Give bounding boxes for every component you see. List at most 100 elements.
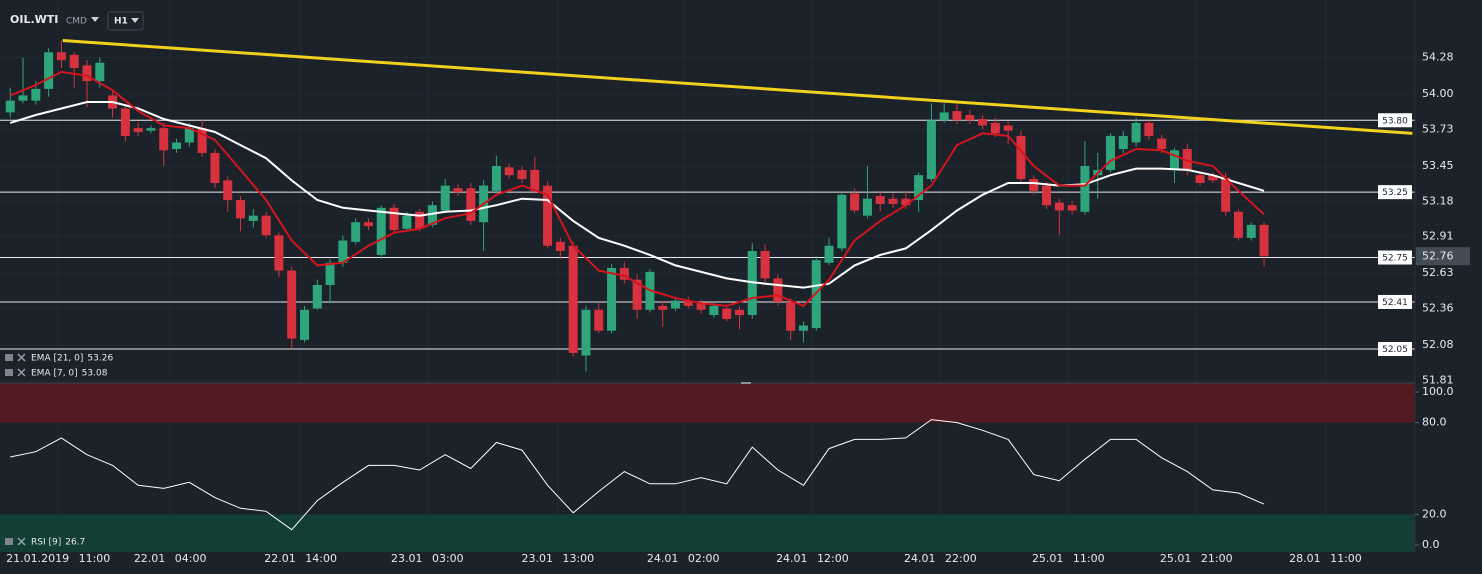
rsi-tick-label: 20.0 (1422, 507, 1447, 520)
y-tick-label: 52.36 (1422, 301, 1454, 314)
candle-body (530, 169, 540, 191)
level-label-box (1378, 250, 1412, 265)
candle-body (389, 207, 399, 231)
candle-body (1106, 135, 1116, 170)
candle-body (1016, 135, 1026, 180)
candle-body (683, 300, 693, 306)
x-tick-label: 24.01 22:00 (904, 552, 977, 565)
y-tick-label: 53.45 (1422, 159, 1454, 172)
y-tick-label: 52.91 (1422, 230, 1454, 243)
candle-body (504, 167, 514, 176)
candle-body (299, 309, 309, 340)
candle-body (837, 194, 847, 249)
level-label-box (1378, 185, 1412, 200)
candle-body (453, 188, 463, 193)
candle-body (363, 222, 373, 227)
candle-body (261, 215, 271, 236)
candle-body (466, 188, 476, 221)
legend-close[interactable] (17, 537, 26, 546)
level-label: 53.80 (1382, 116, 1408, 126)
y-tick-label: 53.18 (1422, 194, 1454, 207)
x-tick-label: 28.01 11:00 (1289, 552, 1362, 565)
candle-body (1169, 150, 1179, 170)
candle-body (210, 152, 220, 184)
candle-body (1067, 205, 1077, 211)
level-label: 52.75 (1382, 254, 1408, 264)
x-tick-label: 24.01 12:00 (776, 552, 849, 565)
candle-body (69, 54, 79, 68)
candle-body (543, 185, 553, 246)
candle-body (491, 166, 501, 191)
legend-close[interactable] (17, 353, 26, 362)
candle-body (632, 279, 642, 310)
candle-body (696, 303, 706, 310)
rsi-tick-label: 0.0 (1422, 538, 1440, 551)
current-price-label: 52.76 (1422, 250, 1454, 263)
timeframe-box[interactable] (107, 11, 144, 31)
candle-body (607, 267, 617, 331)
candle-body (1080, 166, 1090, 212)
candle-body (1144, 122, 1154, 136)
legend-icon[interactable] (5, 369, 13, 376)
candle-body (786, 301, 796, 331)
candle-body (427, 205, 437, 225)
instrument-kind[interactable]: CMD (66, 17, 87, 27)
y-tick-label: 54.00 (1422, 87, 1454, 100)
candle-body (1003, 125, 1013, 131)
candle-body (594, 309, 604, 331)
candle-body (722, 308, 732, 319)
candle-body (926, 120, 936, 180)
candle-body (440, 185, 450, 211)
candle-body (236, 199, 246, 219)
current-price-box (1416, 247, 1470, 266)
level-label-box (1378, 294, 1412, 309)
panel-resize-handle[interactable] (741, 382, 751, 384)
candle-body (1118, 135, 1128, 150)
dropdown-arrow[interactable] (91, 17, 99, 22)
timeframe[interactable]: H1 (114, 17, 128, 27)
candle-body (888, 198, 898, 204)
legend-close[interactable] (17, 368, 26, 377)
indicator-name: EMA [21, 0] (31, 354, 83, 364)
candle-body (402, 215, 412, 229)
candle-body (555, 241, 565, 251)
candle-body (952, 111, 962, 121)
legend-icon[interactable] (5, 354, 13, 361)
candle-body (1246, 224, 1256, 238)
candle-body (5, 100, 15, 113)
candle-body (568, 245, 578, 353)
candle-body (517, 169, 527, 180)
candle-body (95, 62, 105, 82)
candle-body (914, 175, 924, 200)
candle-body (1054, 202, 1064, 211)
toolbar: OIL.WTI CMD H1 (10, 11, 144, 31)
symbol[interactable]: OIL.WTI (10, 13, 58, 26)
candle-body (798, 325, 808, 331)
candle-body (223, 180, 233, 200)
dropdown-arrow[interactable] (131, 18, 139, 23)
legend-icon[interactable] (5, 538, 13, 545)
ema-21-line (9, 101, 1265, 289)
x-tick-label: 23.01 13:00 (521, 552, 594, 565)
candle-body (1233, 211, 1243, 238)
level-label-box (1378, 113, 1412, 128)
candle-body (875, 196, 885, 204)
price-panel: 53.80 53.25 52.75 52.41 52.05 (0, 39, 1415, 372)
candle-body (619, 267, 629, 280)
candle-body (734, 309, 744, 316)
candle-body (862, 198, 872, 216)
candle-body (760, 250, 770, 279)
candle-body (1029, 179, 1039, 191)
candle-body (1208, 175, 1218, 181)
indicator-name: RSI [9] (31, 538, 61, 548)
trendline (62, 39, 1413, 135)
candle-body (901, 198, 911, 206)
candle-body (1042, 185, 1052, 206)
level-label-box (1378, 342, 1412, 357)
level-label: 53.25 (1382, 188, 1408, 198)
y-tick-label: 52.08 (1422, 338, 1454, 351)
candle-body (671, 300, 681, 309)
